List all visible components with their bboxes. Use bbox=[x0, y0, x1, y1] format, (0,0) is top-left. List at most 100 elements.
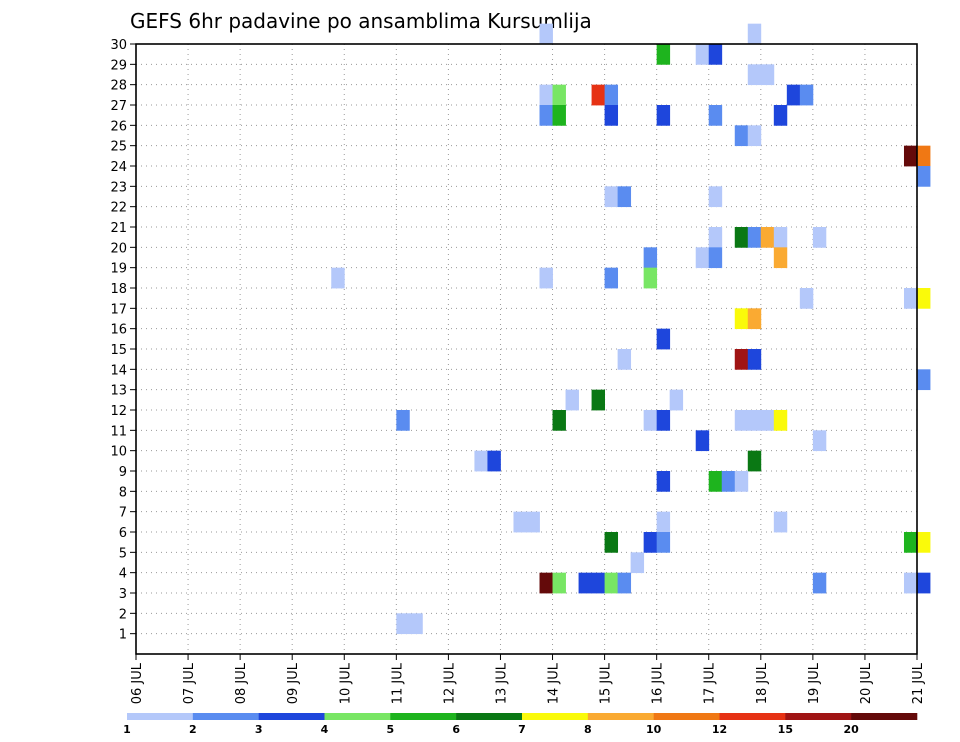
x-tick-label: 14 JUL bbox=[547, 662, 562, 704]
y-tick-label: 25 bbox=[110, 140, 127, 155]
y-tick-label: 22 bbox=[110, 201, 127, 216]
precip-cell bbox=[539, 84, 553, 106]
precip-cell bbox=[565, 389, 579, 411]
precip-cell bbox=[513, 511, 527, 533]
precip-cell bbox=[760, 410, 775, 431]
precip-cell bbox=[604, 572, 619, 594]
precip-cell bbox=[917, 145, 931, 167]
y-tick-label: 13 bbox=[110, 384, 127, 399]
precip-cell bbox=[578, 572, 592, 594]
x-tick-label: 16 JUL bbox=[651, 662, 666, 704]
grid-layer bbox=[136, 44, 917, 654]
precip-cell bbox=[799, 288, 814, 309]
precip-cell bbox=[526, 511, 540, 533]
precip-cell bbox=[708, 247, 723, 269]
precip-cell bbox=[760, 64, 775, 86]
legend-swatch bbox=[587, 713, 654, 720]
precip-cell bbox=[747, 23, 762, 45]
legend-swatch bbox=[522, 713, 589, 720]
precip-cell bbox=[552, 410, 566, 431]
legend-swatch bbox=[258, 713, 325, 720]
precip-cell bbox=[552, 572, 566, 594]
cell-layer bbox=[331, 23, 931, 635]
precip-cell bbox=[656, 471, 671, 492]
x-tick-label: 06 JUL bbox=[130, 662, 145, 704]
precip-cell bbox=[591, 84, 605, 106]
precip-cell bbox=[747, 125, 762, 147]
y-tick-label: 11 bbox=[110, 424, 127, 439]
y-tick-label: 24 bbox=[110, 160, 127, 175]
precip-cell bbox=[917, 532, 931, 553]
precip-cell bbox=[474, 450, 488, 472]
precip-cell bbox=[903, 288, 918, 309]
precip-cell bbox=[695, 247, 710, 269]
x-tick-label: 10 JUL bbox=[338, 662, 353, 704]
y-tick-label: 6 bbox=[119, 526, 127, 541]
precip-cell bbox=[695, 44, 710, 65]
precip-cell bbox=[396, 410, 410, 431]
x-tick-label: 12 JUL bbox=[442, 662, 457, 704]
y-tick-label: 26 bbox=[110, 119, 127, 134]
precip-cell bbox=[917, 288, 931, 309]
precip-cell bbox=[656, 532, 671, 553]
precip-cell bbox=[903, 145, 918, 167]
y-tick-label: 3 bbox=[119, 587, 127, 602]
legend-label: 1 bbox=[123, 723, 131, 736]
y-tick-label: 28 bbox=[110, 79, 127, 94]
y-tick-label: 23 bbox=[110, 180, 127, 195]
precip-cell bbox=[734, 349, 749, 370]
x-tick-label: 09 JUL bbox=[286, 662, 301, 704]
legend-label: 12 bbox=[712, 723, 727, 736]
precip-cell bbox=[708, 44, 723, 65]
precip-cell bbox=[917, 369, 931, 391]
legend-label: 3 bbox=[255, 723, 263, 736]
legend-swatch bbox=[456, 713, 523, 720]
y-tick-label: 18 bbox=[110, 282, 127, 297]
y-tick-label: 8 bbox=[119, 485, 127, 500]
precip-cell bbox=[734, 471, 749, 492]
precip-cell bbox=[747, 410, 762, 431]
precip-cell bbox=[747, 227, 762, 248]
precip-cell bbox=[656, 105, 671, 126]
precip-cell bbox=[708, 186, 723, 208]
x-tick-label: 07 JUL bbox=[182, 662, 197, 704]
y-tick-label: 14 bbox=[110, 363, 127, 378]
legend-label: 8 bbox=[584, 723, 592, 736]
legend-label: 2 bbox=[189, 723, 197, 736]
x-tick-label: 21 JUL bbox=[911, 662, 926, 704]
precip-cell bbox=[409, 613, 423, 635]
precip-cell bbox=[734, 125, 749, 147]
precip-cell bbox=[917, 166, 931, 187]
legend-swatch bbox=[719, 713, 786, 720]
x-tick-label: 17 JUL bbox=[703, 662, 718, 704]
legend-label: 4 bbox=[321, 723, 329, 736]
y-tick-label: 16 bbox=[110, 323, 127, 338]
precip-cell bbox=[747, 349, 762, 370]
precip-cell bbox=[799, 84, 814, 106]
precip-cell bbox=[812, 572, 827, 594]
legend-swatch bbox=[127, 713, 194, 720]
y-tick-label: 4 bbox=[119, 567, 127, 582]
precip-cell bbox=[643, 532, 658, 553]
precip-cell bbox=[552, 105, 566, 126]
legend-swatch bbox=[851, 713, 918, 720]
y-tick-label: 15 bbox=[110, 343, 127, 358]
legend-swatch bbox=[324, 713, 391, 720]
y-tick-label: 27 bbox=[110, 99, 127, 114]
precip-cell bbox=[747, 308, 762, 330]
y-tick-label: 7 bbox=[119, 506, 127, 521]
precip-cell bbox=[773, 105, 788, 126]
x-tick-label: 18 JUL bbox=[755, 662, 770, 704]
legend-swatch bbox=[390, 713, 457, 720]
x-tick-label: 20 JUL bbox=[859, 662, 874, 704]
precip-cell bbox=[656, 328, 671, 350]
x-tick-label: 08 JUL bbox=[234, 662, 249, 704]
precip-cell bbox=[773, 410, 788, 431]
y-tick-label: 9 bbox=[119, 465, 127, 480]
precip-cell bbox=[656, 511, 671, 533]
precip-cell bbox=[331, 267, 345, 289]
y-tick-label: 10 bbox=[110, 445, 127, 460]
legend-label: 15 bbox=[778, 723, 793, 736]
precip-cell bbox=[643, 410, 658, 431]
